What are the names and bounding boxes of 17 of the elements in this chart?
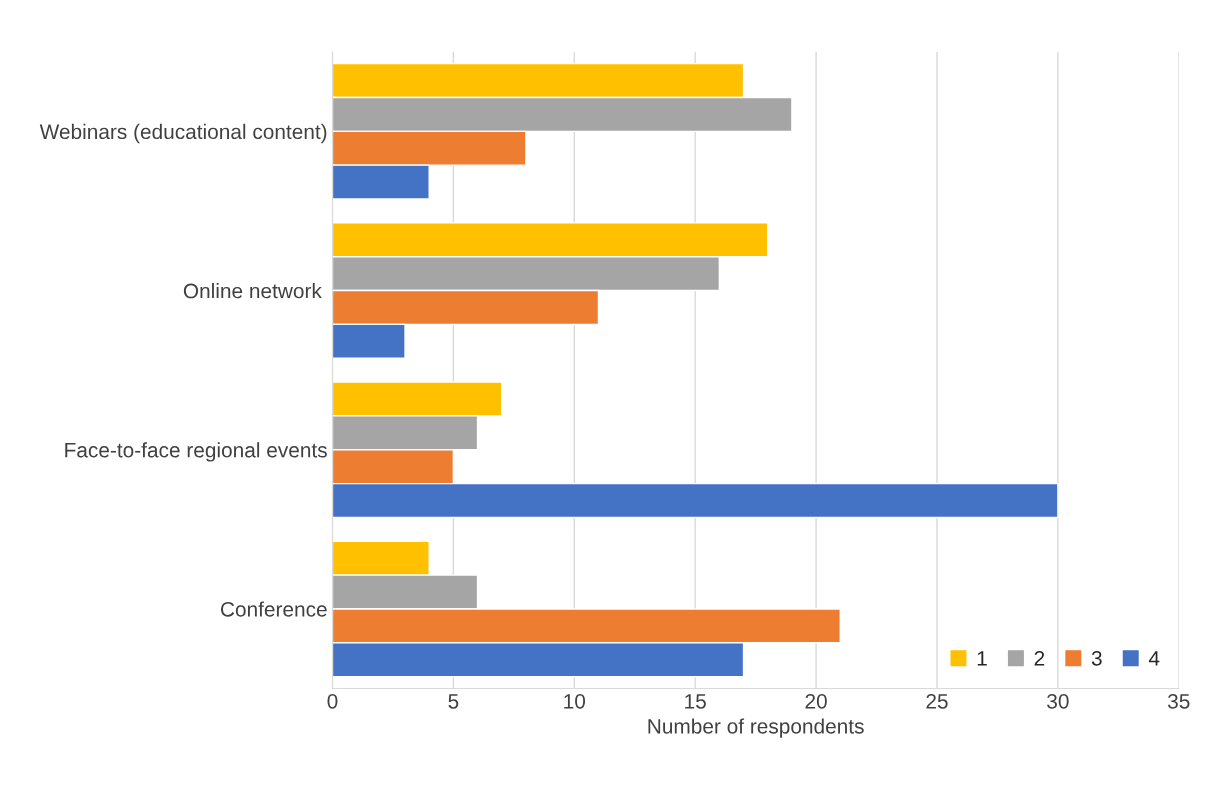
x-tick-label: 25 [926, 693, 948, 709]
y-tick-label: Conference [220, 601, 327, 617]
legend-label: 4 [1148, 651, 1160, 666]
y-tick-label: Online network [183, 282, 322, 299]
x-tick-label: 30 [1047, 693, 1069, 709]
x-tick-label: 20 [805, 693, 827, 709]
x-axis-title: Number of respondents [648, 718, 864, 738]
legend-label: 2 [1034, 650, 1045, 666]
x-tick-label: 10 [564, 693, 586, 709]
legend-label: 3 [1091, 650, 1102, 666]
x-tick-label: 15 [685, 694, 706, 709]
legend-label: 1 [977, 651, 987, 666]
x-tick-label: 35 [1167, 693, 1190, 709]
x-tick-label: 5 [448, 694, 459, 709]
y-tick-label: Webinars (educational content) [39, 123, 327, 144]
x-tick-label: 0 [327, 693, 338, 709]
y-tick-label: Face-to-face regional events [65, 442, 327, 462]
